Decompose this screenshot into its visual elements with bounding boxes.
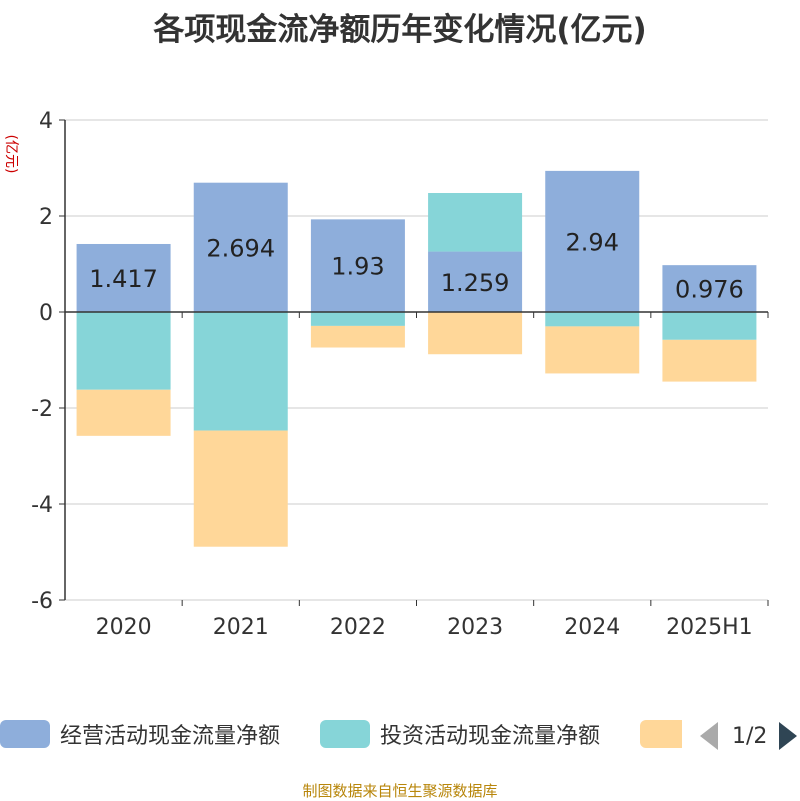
- x-tick-label-2024: 2024: [564, 615, 620, 640]
- y-tick-label: -4: [31, 493, 53, 518]
- chart-title: 各项现金流净额历年变化情况(亿元): [153, 12, 647, 48]
- bar-operating-2020: [76, 243, 171, 312]
- bar-third-2024: [545, 326, 640, 374]
- y-tick-label: -2: [31, 397, 53, 422]
- x-tick-label-2021: 2021: [213, 615, 269, 640]
- x-tick-label-2025H1: 2025H1: [666, 615, 753, 640]
- y-tick-label: 0: [39, 301, 53, 326]
- legend-swatch-third: [640, 720, 682, 748]
- bar-operating-2021: [193, 182, 288, 312]
- x-tick-label-2023: 2023: [447, 615, 503, 640]
- bar-third-2025H1: [662, 339, 757, 382]
- bar-investing-2025H1: [662, 312, 757, 340]
- x-tick-label-2020: 2020: [96, 615, 152, 640]
- data-label-2023: 1.259: [441, 269, 510, 297]
- bar-operating-2022: [310, 219, 405, 312]
- y-tick-label: -6: [31, 589, 53, 614]
- y-tick-label: 2: [39, 205, 53, 230]
- data-label-2024: 2.94: [566, 228, 619, 256]
- legend-pager: 1/2: [700, 718, 798, 754]
- bar-third-2021: [193, 430, 288, 547]
- legend-item-operating[interactable]: 经营活动现金流量净额: [0, 716, 280, 752]
- data-label-2025H1: 0.976: [675, 276, 744, 304]
- legend-label-operating: 经营活动现金流量净额: [60, 724, 281, 749]
- bar-operating-2023: [428, 251, 523, 312]
- legend-prev-icon[interactable]: [700, 722, 718, 750]
- bar-investing-2020: [76, 312, 171, 390]
- data-label-2020: 1.417: [89, 265, 158, 293]
- bar-operating-2025H1: [662, 265, 757, 312]
- x-tick-label-2022: 2022: [330, 615, 386, 640]
- bar-investing-2022: [310, 312, 405, 326]
- source-credit: 制图数据来自恒生聚源数据库: [302, 782, 498, 800]
- legend-item-investing[interactable]: 投资活动现金流量净额: [320, 716, 600, 752]
- chart-plot-area: -6 -4 -2 0 2 4 1.417 2020 2.694 2021 1.93 2022 1.259…: [31, 109, 769, 640]
- bar-operating-2024: [545, 170, 640, 312]
- bar-third-2022: [310, 325, 405, 348]
- legend-swatch-operating: [0, 720, 50, 748]
- bar-third-2023: [428, 312, 523, 355]
- bar-investing-2024: [545, 312, 640, 327]
- legend-next-icon[interactable]: [779, 722, 798, 750]
- y-tick-label: 4: [39, 109, 53, 134]
- legend-item-third[interactable]: [640, 716, 692, 752]
- bar-investing-2023: [428, 193, 523, 252]
- bar-third-2020: [76, 389, 171, 436]
- legend-swatch-investing: [320, 720, 370, 748]
- legend-label-investing: 投资活动现金流量净额: [380, 724, 601, 749]
- legend-page-indicator: 1/2: [732, 723, 768, 749]
- legend: 经营活动现金流量净额 投资活动现金流量净额 1/2: [0, 716, 800, 756]
- data-label-2021: 2.694: [206, 234, 275, 262]
- data-label-2022: 1.93: [331, 253, 384, 281]
- bar-investing-2021: [193, 312, 288, 431]
